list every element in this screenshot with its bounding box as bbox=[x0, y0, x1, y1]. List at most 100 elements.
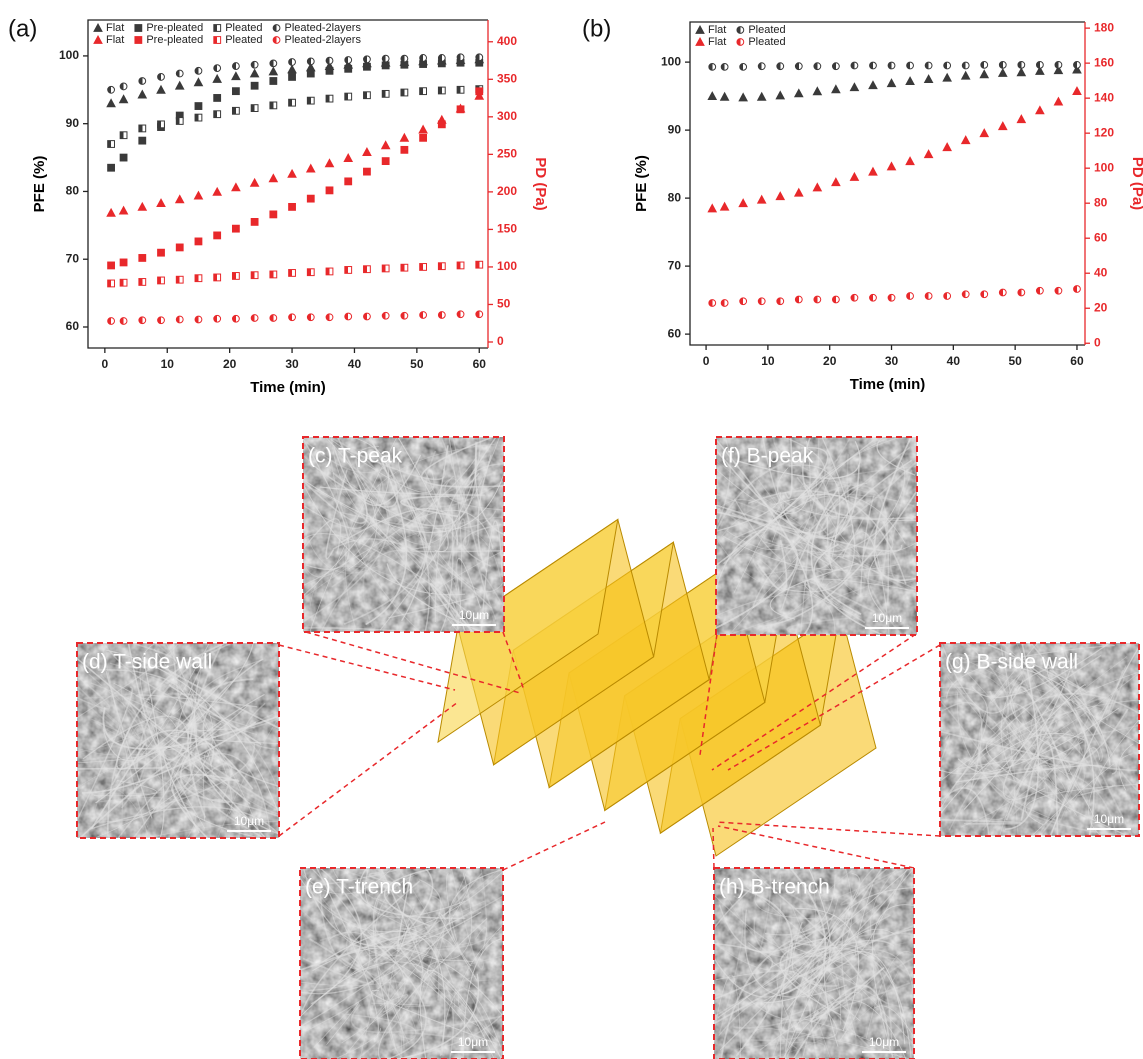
marker bbox=[813, 87, 821, 94]
marker bbox=[740, 63, 747, 70]
panel-label: (f) B-peak bbox=[721, 445, 814, 468]
marker bbox=[1018, 61, 1025, 68]
marker bbox=[120, 95, 128, 102]
marker bbox=[158, 121, 165, 128]
marker bbox=[925, 293, 932, 300]
marker bbox=[344, 154, 352, 161]
marker bbox=[906, 77, 914, 84]
y2-axis-title: PD (Pa) bbox=[532, 157, 549, 210]
legend-label: Flat bbox=[708, 36, 726, 48]
marker bbox=[270, 271, 277, 278]
chart: (b)0102030405060607080901000204060801001… bbox=[582, 15, 1143, 393]
sem-panel: (e) T-trench10μm bbox=[281, 849, 517, 1059]
marker bbox=[1054, 98, 1062, 105]
marker bbox=[307, 165, 315, 172]
marker bbox=[138, 203, 146, 210]
marker bbox=[195, 67, 202, 74]
marker bbox=[176, 82, 184, 89]
marker bbox=[740, 298, 747, 305]
marker bbox=[176, 195, 184, 202]
x-axis-title: Time (min) bbox=[250, 379, 326, 396]
sem-panel: (g) B-side wall10μm bbox=[921, 624, 1143, 855]
marker bbox=[758, 298, 765, 305]
marker bbox=[925, 150, 933, 157]
y2-tick-label: 400 bbox=[497, 34, 517, 48]
sem-panel: (h) B-trench10μm bbox=[697, 848, 934, 1059]
marker bbox=[269, 68, 277, 75]
marker bbox=[214, 65, 221, 72]
marker bbox=[325, 159, 333, 166]
x-tick-label: 10 bbox=[161, 357, 175, 371]
marker bbox=[419, 126, 427, 133]
marker bbox=[980, 129, 988, 136]
marker bbox=[476, 54, 483, 61]
marker bbox=[438, 55, 445, 62]
marker bbox=[195, 114, 202, 121]
legend-label: Pleated bbox=[748, 24, 785, 36]
marker bbox=[326, 67, 333, 74]
marker bbox=[270, 211, 277, 218]
marker bbox=[851, 62, 858, 69]
x-tick-label: 60 bbox=[1070, 354, 1084, 368]
marker bbox=[214, 232, 221, 239]
x-tick-label: 40 bbox=[947, 354, 961, 368]
series bbox=[107, 92, 483, 216]
marker bbox=[139, 137, 146, 144]
marker bbox=[251, 70, 259, 77]
marker bbox=[382, 265, 389, 272]
marker bbox=[1074, 61, 1081, 68]
marker bbox=[944, 62, 951, 69]
marker bbox=[157, 199, 165, 206]
y2-tick-label: 150 bbox=[497, 222, 517, 236]
panel-label: (b) bbox=[582, 15, 611, 42]
marker bbox=[907, 293, 914, 300]
marker bbox=[108, 318, 115, 325]
marker bbox=[251, 105, 258, 112]
scale-label: 10μm bbox=[869, 1035, 899, 1049]
figure: (c) T-peak10μm (f) B-peak 10μm (d) T-side w… bbox=[0, 0, 1143, 1059]
marker bbox=[269, 174, 277, 181]
panel-label: (d) T-side wall bbox=[82, 651, 212, 674]
marker bbox=[795, 296, 802, 303]
marker bbox=[943, 74, 951, 81]
marker bbox=[907, 62, 914, 69]
marker bbox=[420, 264, 427, 271]
sem-panel: (c) T-peak10μm bbox=[283, 417, 523, 649]
x-tick-label: 20 bbox=[823, 354, 837, 368]
marker bbox=[307, 195, 314, 202]
y-tick-label: 80 bbox=[66, 184, 80, 198]
marker bbox=[457, 106, 464, 113]
marker bbox=[382, 55, 389, 62]
marker bbox=[832, 178, 840, 185]
marker bbox=[120, 279, 127, 286]
y2-tick-label: 200 bbox=[497, 184, 517, 198]
y2-tick-label: 0 bbox=[497, 334, 504, 348]
marker bbox=[326, 314, 333, 321]
legend-marker bbox=[94, 36, 102, 43]
series bbox=[709, 286, 1081, 307]
y2-axis-title: PD (Pa) bbox=[1129, 157, 1143, 210]
scale-label: 10μm bbox=[459, 608, 489, 622]
marker bbox=[120, 207, 128, 214]
legend-label: Pleated bbox=[225, 34, 262, 46]
series bbox=[108, 261, 483, 287]
connector bbox=[503, 822, 605, 870]
series bbox=[108, 88, 483, 269]
legend-marker bbox=[135, 25, 142, 32]
marker bbox=[1017, 115, 1025, 122]
marker bbox=[776, 192, 784, 199]
marker bbox=[382, 141, 390, 148]
marker bbox=[120, 259, 127, 266]
marker bbox=[401, 146, 408, 153]
marker bbox=[1036, 287, 1043, 294]
marker bbox=[721, 300, 728, 307]
marker bbox=[108, 164, 115, 171]
legend-marker bbox=[273, 37, 280, 44]
x-tick-label: 40 bbox=[348, 357, 362, 371]
legend-marker bbox=[214, 37, 221, 44]
marker bbox=[721, 63, 728, 70]
y2-tick-label: 20 bbox=[1094, 300, 1108, 314]
marker bbox=[850, 83, 858, 90]
marker bbox=[289, 99, 296, 106]
marker bbox=[962, 136, 970, 143]
